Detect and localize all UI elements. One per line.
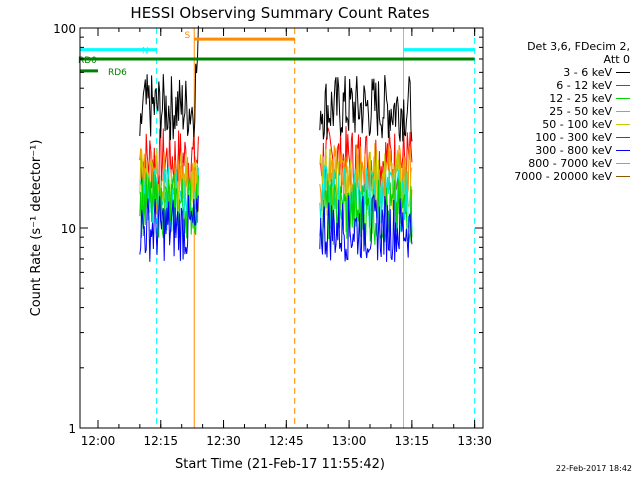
x-tick-label: 13:00 — [332, 434, 367, 448]
series-line — [140, 26, 199, 140]
legend-item: 50 - 100 keV — [500, 118, 630, 131]
legend-label: 12 - 25 keV — [549, 92, 612, 105]
legend-swatch — [616, 163, 630, 164]
legend-item: 3 - 6 keV — [500, 66, 630, 79]
y-tick-label: 10 — [61, 222, 76, 236]
x-tick-label: 12:15 — [143, 434, 178, 448]
x-axis-label: Start Time (21-Feb-17 11:55:42) — [175, 457, 385, 472]
y-tick-label: 1 — [68, 422, 76, 436]
legend-item: 300 - 800 keV — [500, 144, 630, 157]
legend-label: 3 - 6 keV — [563, 66, 612, 79]
legend-swatch — [616, 150, 630, 151]
legend-swatch — [616, 85, 630, 86]
legend-swatch — [616, 72, 630, 73]
legend-swatch — [616, 176, 630, 177]
legend-swatch — [616, 111, 630, 112]
flag-label: RD6 — [108, 68, 127, 78]
chart-title: HESSI Observing Summary Count Rates — [130, 4, 429, 22]
timestamp: 22-Feb-2017 18:42 — [556, 464, 632, 473]
legend-label: 800 - 7000 keV — [528, 157, 612, 170]
flag-label: N — [142, 47, 149, 57]
legend-label: 300 - 800 keV — [535, 144, 612, 157]
legend-swatch — [616, 124, 630, 125]
plot-frame — [80, 28, 483, 428]
legend-label: 25 - 50 keV — [549, 105, 612, 118]
legend-item: 6 - 12 keV — [500, 79, 630, 92]
legend-item: 100 - 300 keV — [500, 131, 630, 144]
flag-label: S — [185, 31, 191, 41]
legend: Det 3,6, FDecim 2, Att 0 3 - 6 keV 6 - 12… — [500, 40, 630, 183]
x-tick-label: 13:15 — [395, 434, 430, 448]
series-line — [320, 75, 412, 142]
legend-item: 25 - 50 keV — [500, 105, 630, 118]
y-axis-label: Count Rate (s⁻¹ detector⁻¹) — [29, 140, 44, 317]
legend-label: 100 - 300 keV — [535, 131, 612, 144]
legend-header-line: Det 3,6, FDecim 2, — [500, 40, 630, 53]
legend-header-line: Att 0 — [500, 53, 630, 66]
x-tick-label: 13:30 — [457, 434, 492, 448]
legend-item: 7000 - 20000 keV — [500, 170, 630, 183]
x-tick-label: 12:00 — [81, 434, 116, 448]
legend-label: 6 - 12 keV — [556, 79, 612, 92]
legend-item: 12 - 25 keV — [500, 92, 630, 105]
legend-swatch — [616, 137, 630, 138]
flag-label: RD0 — [78, 56, 97, 66]
legend-swatch — [616, 98, 630, 99]
legend-label: 50 - 100 keV — [542, 118, 612, 131]
legend-item: 800 - 7000 keV — [500, 157, 630, 170]
x-tick-label: 12:45 — [269, 434, 304, 448]
x-tick-label: 12:30 — [206, 434, 241, 448]
y-tick-label: 100 — [53, 22, 76, 36]
legend-label: 7000 - 20000 keV — [514, 170, 612, 183]
